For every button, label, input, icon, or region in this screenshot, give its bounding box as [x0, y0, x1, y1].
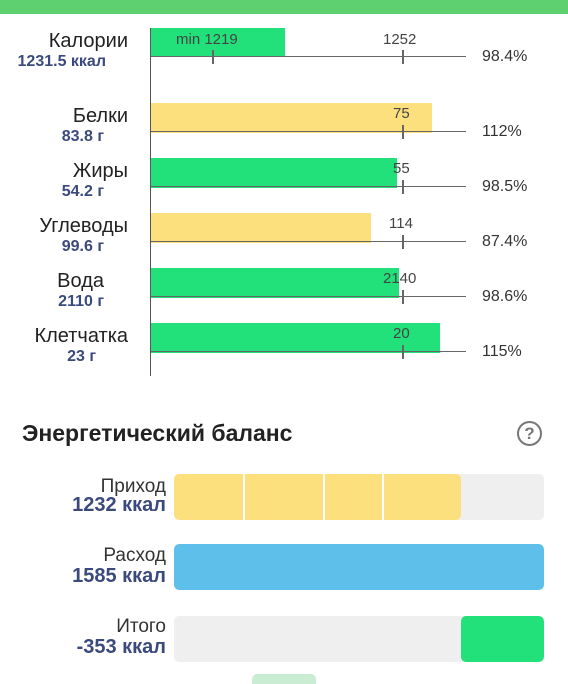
nutrient-name: Вода: [57, 270, 104, 292]
expense-value: 1585 ккал: [72, 565, 166, 587]
nutrient-min-label: min 1219: [176, 31, 238, 48]
expense-label: Расход: [103, 545, 166, 566]
nutrient-percent: 98.5%: [482, 178, 528, 195]
total-label: Итого: [116, 616, 166, 637]
income-label: Приход: [100, 476, 166, 497]
nutrient-row-carbs[interactable]: Углеводы 99.6 г 114 87.4%: [0, 213, 568, 263]
total-value: -353 ккал: [76, 636, 166, 658]
nutrient-percent: 87.4%: [482, 233, 528, 250]
nutrient-target: 20: [393, 325, 410, 342]
nutrient-bar: [151, 213, 371, 243]
nutrient-bar: [151, 323, 440, 353]
nutrient-target: 55: [393, 160, 410, 177]
nutrient-target-tick: [402, 180, 404, 194]
nutrient-target: 1252: [383, 31, 417, 48]
nutrient-name: Клетчатка: [34, 325, 128, 347]
chart-axis: [150, 28, 151, 376]
income-bar-divider: [382, 474, 384, 520]
expense-bar-fill: [174, 544, 544, 590]
total-bar: [174, 616, 544, 662]
income-value: 1232 ккал: [72, 494, 166, 516]
nutrient-target-tick: [402, 235, 404, 249]
income-bar-fill: [174, 474, 461, 520]
nutrient-row-protein[interactable]: Белки 83.8 г 75 112%: [0, 103, 568, 153]
nutrient-bar: [151, 103, 432, 133]
income-bar-divider: [323, 474, 325, 520]
nutrient-track-line: [151, 186, 466, 187]
nutrient-name: Углеводы: [39, 215, 128, 237]
energy-balance-title: Энергетический баланс: [22, 420, 293, 446]
nutrient-name: Белки: [72, 105, 128, 127]
nutrient-target-tick: [402, 50, 404, 64]
nutrient-target-tick: [402, 125, 404, 139]
nutrient-target-tick: [402, 345, 404, 359]
nutrient-target: 75: [393, 105, 410, 122]
nutrient-track-line: [151, 351, 466, 352]
nutrient-row-calories[interactable]: Калории 1231.5 ккал min 1219 1252 98.4%: [0, 28, 568, 78]
nutrient-target: 114: [389, 215, 413, 232]
bottom-nav-hint: [252, 674, 316, 684]
nutrient-amount: 23 г: [67, 348, 96, 365]
nutrient-percent: 98.4%: [482, 48, 528, 65]
nutrient-amount: 99.6 г: [61, 238, 104, 255]
nutrient-track-line: [151, 296, 466, 297]
nutrient-percent: 98.6%: [482, 288, 528, 305]
nutrient-track-line: [151, 131, 466, 132]
nutrient-amount: 1231.5 ккал: [17, 53, 106, 70]
nutrient-row-fiber[interactable]: Клетчатка 23 г 20 115%: [0, 323, 568, 373]
question-circle-icon[interactable]: ?: [517, 421, 542, 446]
income-bar-divider: [243, 474, 245, 520]
nutrient-bar: [151, 158, 397, 188]
nutrient-name: Калории: [48, 30, 128, 52]
nutrient-amount: 2110 г: [58, 293, 104, 310]
nutrient-bar: [151, 268, 399, 298]
top-app-bar: [0, 0, 568, 14]
nutrient-target: 2140: [383, 270, 417, 287]
nutrient-name: Жиры: [72, 160, 128, 182]
nutrient-target-tick: [402, 290, 404, 304]
nutrient-bar: [151, 28, 285, 56]
nutrient-row-fat[interactable]: Жиры 54.2 г 55 98.5%: [0, 158, 568, 208]
nutrient-percent: 112%: [482, 123, 522, 140]
nutrient-amount: 54.2 г: [61, 183, 104, 200]
expense-bar: [174, 544, 544, 590]
total-bar-fill: [461, 616, 544, 662]
nutrient-percent: 115%: [482, 343, 522, 360]
nutrient-amount: 83.8 г: [61, 128, 104, 145]
nutrient-min-tick: [212, 50, 214, 64]
nutrient-track-line: [151, 241, 466, 242]
nutrient-row-water[interactable]: Вода 2110 г 2140 98.6%: [0, 268, 568, 318]
income-bar: [174, 474, 544, 520]
nutrient-track-line: [151, 56, 466, 57]
